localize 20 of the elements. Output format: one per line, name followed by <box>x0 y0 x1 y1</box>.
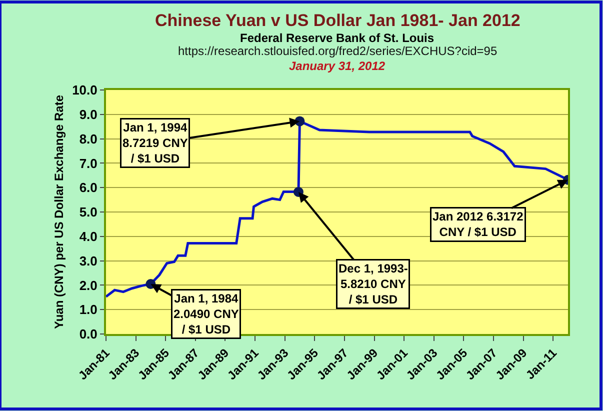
chart-subtitle: Federal Reserve Bank of St. Louis <box>240 31 434 45</box>
y-tick-label: 1.0 <box>79 302 98 318</box>
annotation: Jan 1, 1984 2.0490 CNY / $1 USD <box>174 292 239 337</box>
y-axis-title: Yuan (CNY) per US Dollar Exchange Rate <box>52 94 66 330</box>
y-tick-label: 4.0 <box>79 228 98 244</box>
y-tick-label: 0.0 <box>79 326 98 342</box>
y-tick-label: 6.0 <box>79 180 98 196</box>
y-tick-label: 2.0 <box>79 278 98 293</box>
annotation: Dec 1, 1993- 5.8210 CNY / $1 USD <box>338 262 408 307</box>
annotation: Jan 1, 1994 8.7219 CNY / $1 USD <box>122 120 188 166</box>
text: https://research.stlouisfed.org/fred2/series/EXCHUS?cid=95 <box>178 44 498 58</box>
y-tick-label: 9.0 <box>79 106 98 122</box>
y-tick-label: 3.0 <box>79 253 98 268</box>
y-tick-label: 5.0 <box>79 204 98 220</box>
y-tick-label: 7.0 <box>79 156 98 171</box>
chart-title: Chinese Yuan v US Dollar Jan 1981- Jan 2012 <box>155 11 520 30</box>
y-tick-label: 8.0 <box>79 131 98 146</box>
text: January 31, 2012 <box>289 59 386 73</box>
annotation: Jan 2012 6.3172 CNY / $1 USD <box>432 210 524 240</box>
y-tick-label: 10.0 <box>72 82 98 98</box>
